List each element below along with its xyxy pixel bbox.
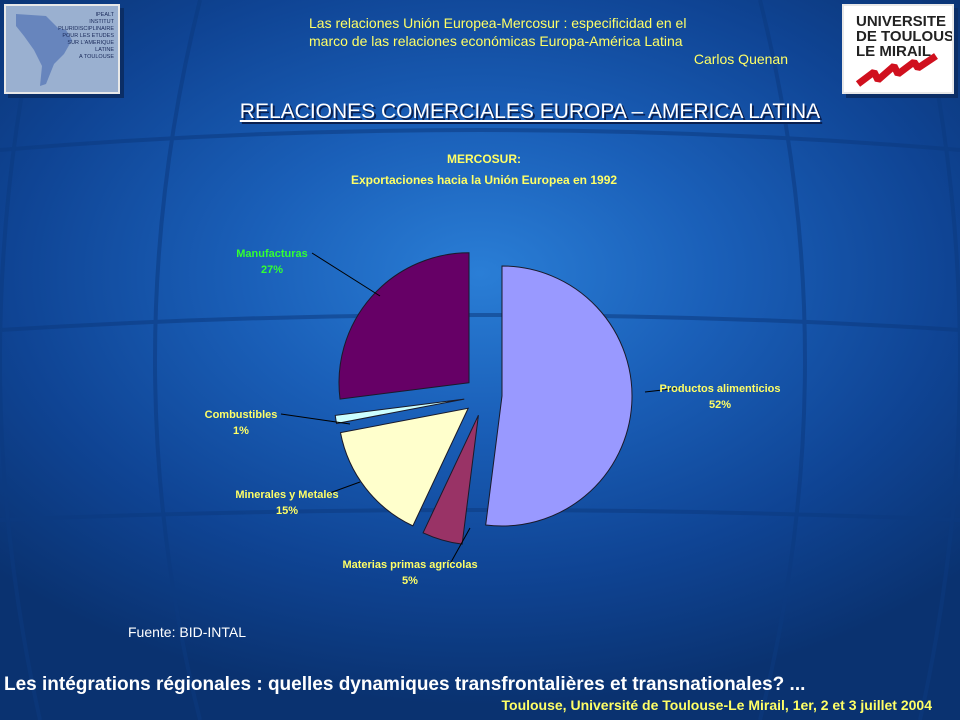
logo-left-text-line: A TOULOUSE — [79, 54, 114, 60]
slice-label: Minerales y Metales — [235, 489, 338, 501]
slice-label: Materias primas agrícolas — [342, 559, 477, 571]
logo-left-text-line: POUR LES ETUDES — [62, 33, 114, 39]
logo-left-text-line: LATINE — [95, 47, 114, 53]
slice-percent-label: 15% — [276, 505, 298, 517]
footer-sub: Toulouse, Université de Toulouse-Le Mira… — [501, 697, 933, 713]
slice-label: Manufacturas — [236, 248, 308, 260]
header-line-2: marco de las relaciones económicas Europ… — [309, 33, 683, 49]
slice-percent-label: 52% — [709, 399, 731, 411]
logo-right-text-line: DE TOULOUSE — [856, 28, 952, 45]
pie-slice — [334, 398, 465, 425]
chart-title: MERCOSUR: — [447, 152, 521, 166]
footer-main: Les intégrations régionales : quelles dy… — [4, 674, 806, 695]
logo-right-text-line: LE MIRAIL — [856, 43, 931, 60]
logo-left-text-line: INSTITUT — [89, 19, 114, 25]
chart-subtitle: Exportaciones hacia la Unión Europea en … — [351, 173, 617, 187]
pie-slice — [338, 252, 470, 400]
logo-left-text-line: PLURIDISCIPLINAIRE — [58, 26, 114, 32]
leader-line — [449, 527, 471, 565]
logo-left-text-line: IPEALT — [95, 12, 114, 18]
pie-slice — [422, 414, 479, 545]
slice-percent-label: 1% — [233, 425, 249, 437]
ipealt-logo: IPEALT INSTITUT PLURIDISCIPLINAIRE POUR LES… — [4, 4, 120, 94]
slide-title: RELACIONES COMERCIALES EUROPA – AMERICA … — [239, 100, 821, 123]
slice-label: Combustibles — [205, 409, 278, 421]
slice-percent-label: 27% — [261, 264, 283, 276]
leader-line — [311, 252, 381, 297]
leader-line — [280, 413, 351, 425]
logo-right-text-line: UNIVERSITE — [856, 13, 946, 30]
header-line-1: Las relaciones Unión Europea-Mercosur : … — [309, 15, 687, 31]
slice-percent-label: 5% — [402, 575, 418, 587]
logo-left-text-line: SUR L'AMERIQUE — [67, 40, 114, 46]
header-author: Carlos Quenan — [693, 51, 788, 67]
pie-chart: MERCOSUR: Exportaciones hacia la Unión E… — [205, 152, 781, 587]
leader-line — [644, 387, 681, 393]
leader-line — [326, 481, 361, 495]
pie-slice — [485, 265, 633, 527]
pie-slice — [339, 407, 470, 527]
source-note: Fuente: BID-INTAL — [128, 624, 247, 640]
slice-label: Productos alimenticios — [659, 383, 780, 395]
